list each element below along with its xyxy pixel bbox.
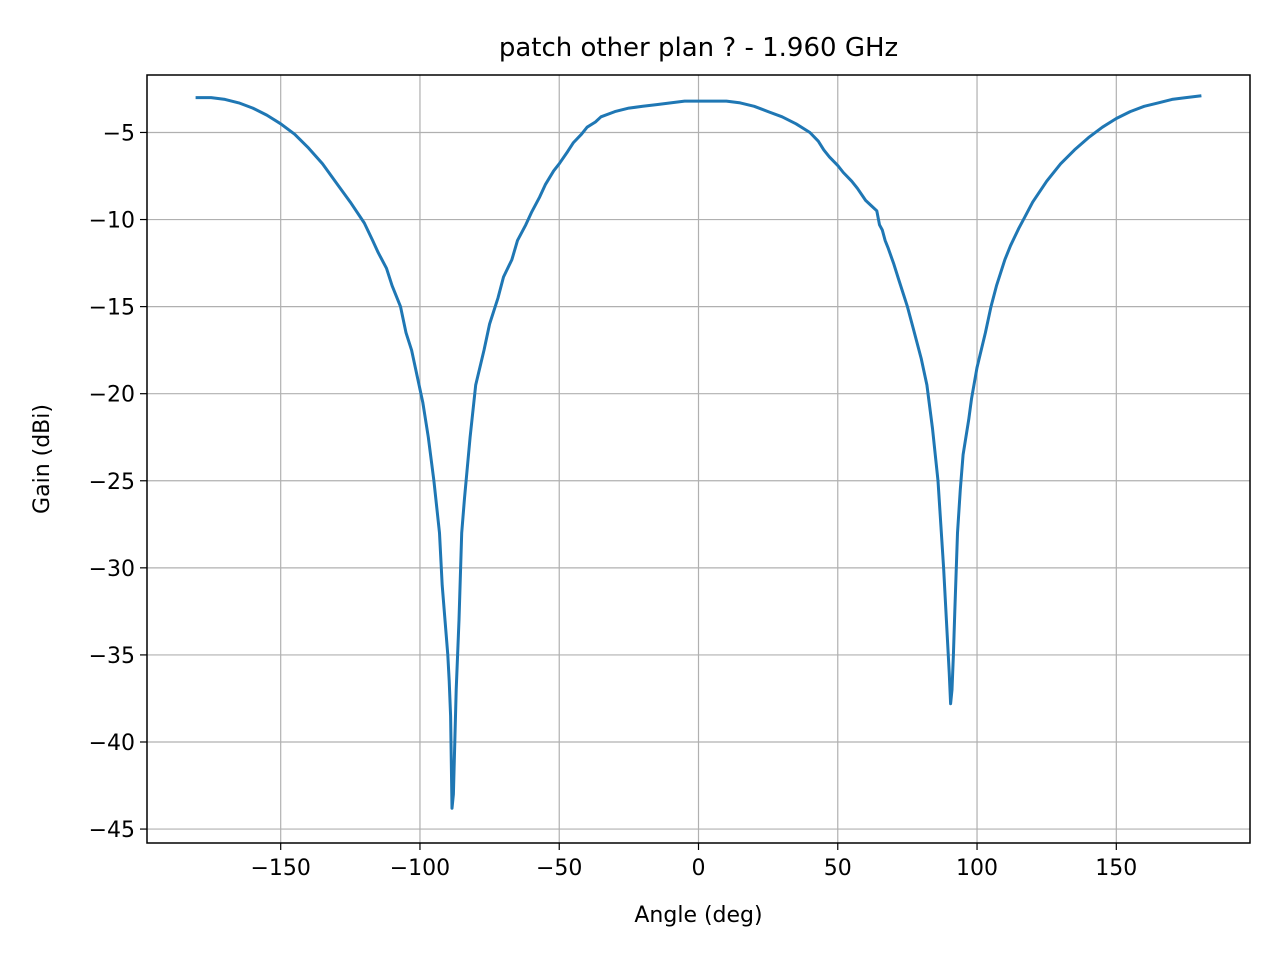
y-tick-label: −10 — [89, 209, 135, 234]
gain-line — [195, 94, 1202, 810]
y-tick-label: −30 — [89, 557, 135, 582]
y-tick-label: −35 — [89, 644, 135, 669]
x-tick-label: 100 — [956, 856, 998, 881]
y-tick-label: −5 — [103, 121, 135, 146]
y-tick-label: −25 — [89, 470, 135, 495]
x-tick-label: 50 — [824, 856, 852, 881]
y-axis-label: Gain (dBi) — [30, 404, 55, 514]
y-tick-label: −20 — [89, 383, 135, 408]
y-tick-label: −45 — [89, 818, 135, 843]
x-tick-label: −50 — [536, 856, 582, 881]
x-tick-label: −100 — [390, 856, 450, 881]
chart-title: patch other plan ? - 1.960 GHz — [499, 33, 898, 63]
x-tick-label: −150 — [250, 856, 310, 881]
y-ticks: −5 −10 −15 −20 −25 −30 −35 −40 −45 — [89, 121, 147, 843]
x-tick-label: 150 — [1095, 856, 1137, 881]
y-tick-label: −40 — [89, 731, 135, 756]
y-tick-label: −15 — [89, 296, 135, 321]
x-axis-label: Angle (deg) — [634, 903, 762, 928]
x-tick-label: 0 — [692, 856, 706, 881]
x-ticks: −150 −100 −50 0 50 100 150 — [250, 843, 1137, 881]
series-layer — [195, 94, 1202, 810]
grid — [147, 75, 1250, 843]
